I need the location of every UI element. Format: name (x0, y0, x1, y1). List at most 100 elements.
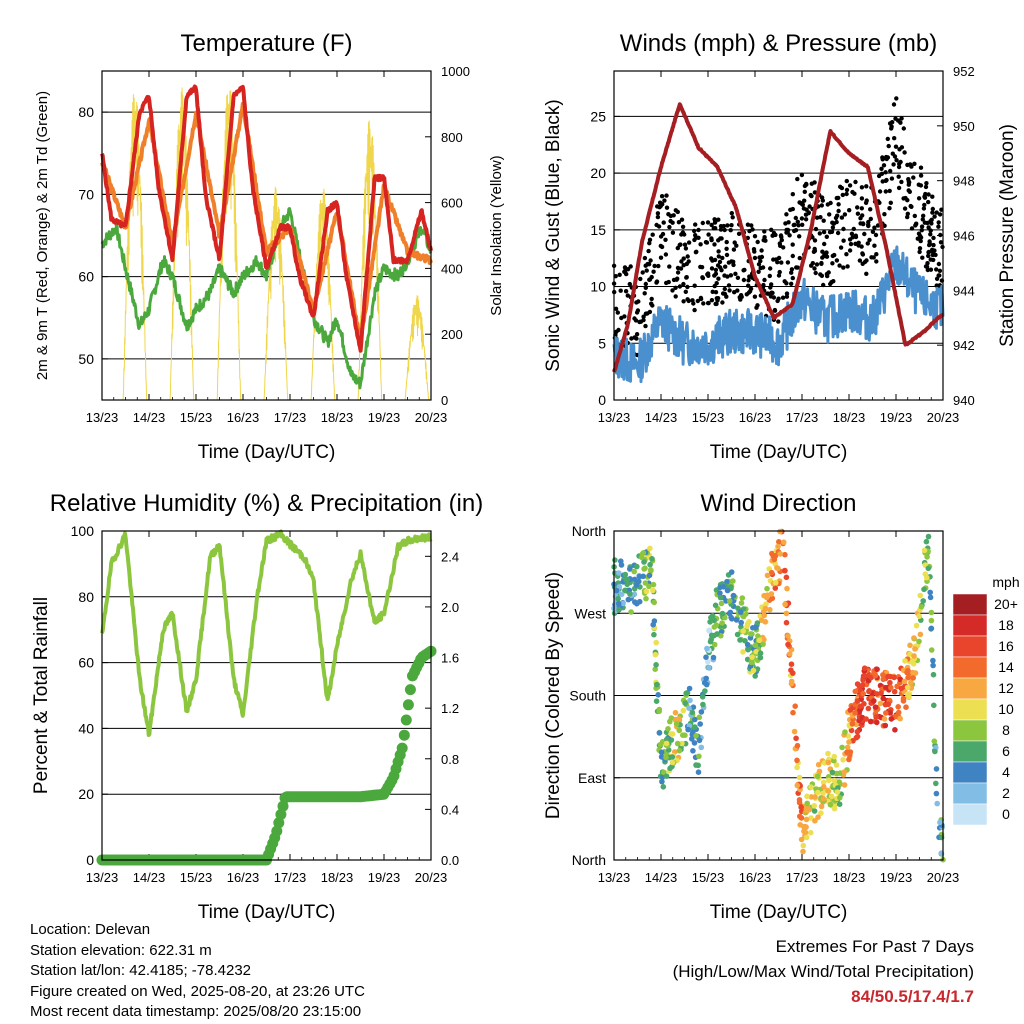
direction-point (794, 757, 800, 764)
gust-point (886, 143, 891, 149)
direction-point (865, 705, 872, 712)
direction-point (834, 789, 841, 795)
gust-point (709, 222, 714, 228)
direction-point (808, 794, 815, 800)
x-tick-label: 17/23 (786, 870, 819, 885)
gust-point (884, 177, 889, 183)
direction-point (848, 727, 855, 734)
gust-point (799, 172, 805, 178)
direction-point (934, 800, 940, 807)
gust-point (659, 194, 665, 199)
gust-point (920, 255, 925, 260)
direction-point (652, 666, 658, 672)
gust-point (829, 229, 835, 234)
direction-point (695, 769, 702, 775)
gust-point (868, 207, 873, 212)
gust-point (921, 206, 927, 211)
direction-point (925, 565, 932, 572)
direction-point (913, 622, 920, 629)
gust-point (741, 277, 747, 283)
gust-point (850, 189, 855, 195)
direction-point (901, 678, 908, 685)
y-tick-label: 10 (590, 279, 606, 295)
direction-point (703, 675, 709, 682)
legend-swatch (952, 740, 988, 763)
gust-point (930, 210, 935, 215)
direction-point (821, 784, 827, 790)
station-location: Location: Delevan (30, 921, 151, 938)
gust-point (928, 228, 933, 233)
gust-point (790, 206, 795, 212)
gust-point (836, 195, 841, 201)
direction-point (772, 585, 779, 591)
chart-title: Relative Humidity (%) & Precipitation (i… (50, 490, 483, 517)
direction-point (927, 589, 933, 596)
gust-point (780, 295, 786, 300)
direction-point (713, 622, 720, 628)
y-right-tick-label: 400 (441, 261, 463, 276)
direction-point (747, 635, 754, 641)
gust-point (831, 279, 836, 284)
direction-point (692, 716, 698, 723)
direction-point (631, 576, 638, 583)
gust-point (673, 285, 678, 290)
gust-point (937, 268, 943, 273)
gust-point (840, 192, 845, 198)
gust-point (779, 237, 784, 243)
gust-point (868, 216, 873, 222)
direction-point (738, 600, 745, 606)
direction-point (738, 619, 744, 626)
direction-point (682, 732, 688, 738)
direction-point (642, 565, 648, 571)
humidity-line (100, 529, 433, 737)
gust-point (824, 234, 829, 239)
gust-point (859, 244, 864, 249)
direction-point (796, 774, 803, 781)
direction-point (711, 641, 718, 648)
direction-point (628, 609, 634, 615)
gust-point (844, 187, 850, 193)
direction-point (737, 609, 744, 615)
gust-point (881, 163, 887, 168)
direction-point (707, 638, 714, 645)
gust-point (872, 243, 877, 248)
gust-point (709, 256, 714, 261)
gust-point (818, 215, 823, 220)
direction-point (816, 768, 823, 775)
gust-point (732, 290, 737, 295)
direction-point (669, 759, 676, 766)
direction-point (793, 735, 799, 742)
gust-point (643, 281, 648, 287)
y-axis-label: 2m & 9m T (Red, Orange) & 2m Td (Green) (34, 91, 51, 380)
gust-point (768, 294, 774, 299)
gust-point (683, 289, 688, 294)
direction-point (840, 757, 846, 763)
x-axis-label: Time (Day/UTC) (198, 902, 336, 923)
gust-point (906, 188, 911, 193)
y-axis-label: Direction (Colored By Speed) (543, 572, 564, 819)
direction-point (649, 556, 655, 562)
direction-point (745, 646, 751, 653)
gust-point (648, 258, 653, 263)
dewpoint-line (100, 207, 433, 390)
y-tick-label: 0 (598, 392, 606, 408)
gust-point (709, 298, 715, 303)
x-tick-label: 16/23 (227, 410, 260, 425)
direction-point (808, 784, 814, 790)
direction-point (930, 671, 937, 678)
gust-point (728, 228, 733, 233)
direction-point (717, 594, 724, 601)
gust-point (830, 253, 835, 259)
gust-point (784, 230, 789, 235)
direction-point (693, 733, 699, 739)
plot-frame (613, 70, 944, 401)
gust-point (814, 262, 820, 267)
direction-point (683, 690, 689, 696)
direction-point (874, 719, 880, 726)
y-axis-label: Sonic Wind & Gust (Blue, Black) (543, 99, 564, 371)
gust-point (874, 259, 879, 264)
gust-point (858, 216, 863, 221)
gust-point (664, 193, 669, 198)
legend-label: 6 (1002, 743, 1010, 759)
gust-point (717, 259, 723, 265)
